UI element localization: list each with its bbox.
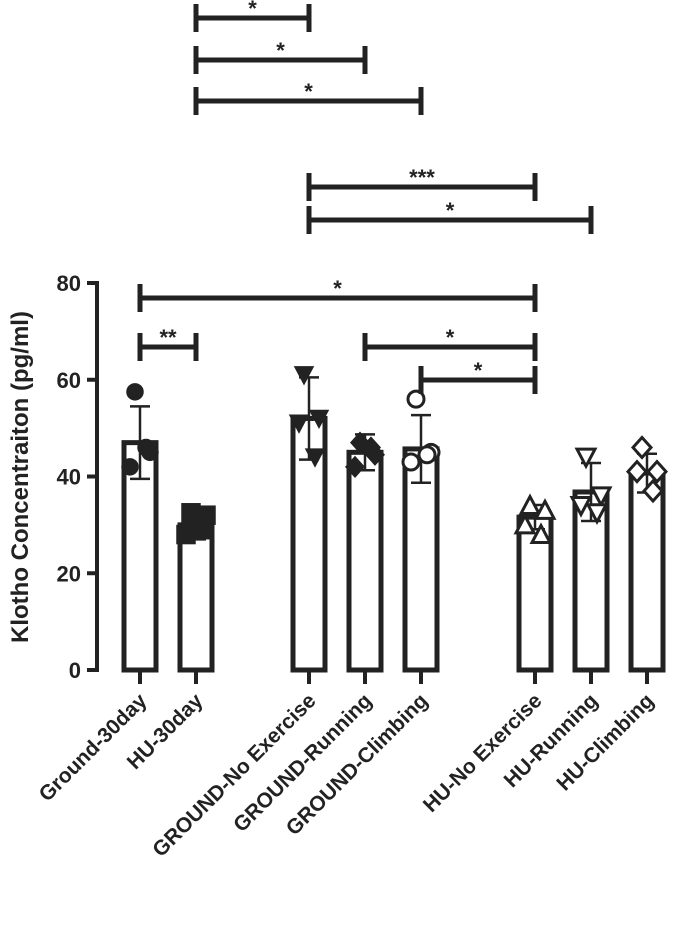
data-point [192,519,212,540]
y-tick-label: 80 [57,271,81,296]
significance-label: * [248,0,257,21]
data-point [513,512,537,535]
significance-label: * [474,358,483,383]
bar [346,449,384,673]
data-point [406,389,426,409]
bar [177,522,215,673]
data-point [589,486,613,509]
significance-label: *** [409,165,435,190]
y-tick-label: 20 [57,561,81,586]
significance-label: * [333,276,342,301]
y-tick-label: 40 [57,465,81,490]
data-point [137,438,155,457]
data-point [126,383,144,401]
data-point [630,435,654,460]
data-point [645,459,669,484]
x-tick-label: HU-Climbing [552,689,658,795]
significance-label: * [304,79,313,104]
y-tick-label: 60 [57,368,81,393]
data-point [641,478,665,504]
data-point [417,445,437,465]
significance-label: * [446,198,455,223]
significance-label: ** [159,325,177,350]
data-point [574,447,598,470]
data-point [518,493,542,516]
data-point [344,455,366,478]
data-point [533,498,557,520]
y-tick-label: 0 [69,658,81,683]
data-point [569,496,593,518]
data-point [293,366,315,386]
bar [628,470,666,673]
data-point [121,458,139,476]
bar [402,446,440,673]
data-point [625,459,649,484]
data-point [360,436,382,459]
data-point [304,448,326,468]
significance-label: * [446,325,455,350]
data-point [529,522,553,545]
significance-label: * [276,38,285,63]
y-axis-title: Klotho Concentraiton (pg/ml) [7,311,34,643]
data-point [288,414,310,434]
data-point [308,409,330,430]
data-point [585,503,609,525]
data-point [401,452,421,472]
